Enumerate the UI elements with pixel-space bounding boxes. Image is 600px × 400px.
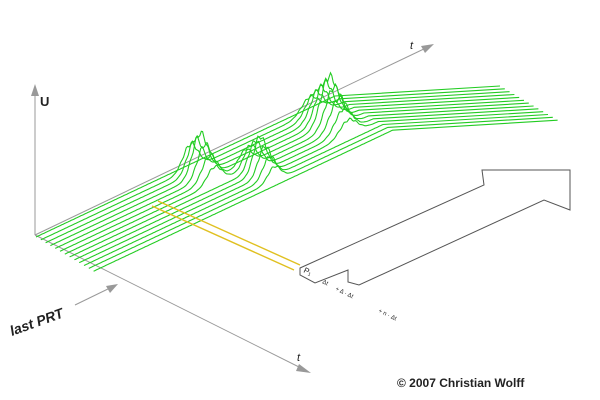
last-prt-arrowhead: [106, 284, 118, 293]
t-top-label: t: [410, 40, 414, 52]
big-arrow-outline: [299, 169, 571, 286]
last-prt-label: last PRT: [8, 304, 67, 339]
t-axis-bottom: [34, 234, 306, 371]
echo-trace-10: [78, 111, 544, 264]
arrow-icon: [299, 169, 571, 286]
copyright: © 2007 Christian Wolff: [397, 376, 525, 390]
arrow-label-1: P₁: [302, 266, 313, 278]
t-axis-bottom-arrowhead: [296, 364, 311, 373]
echo-trace-11: [83, 113, 549, 267]
arrow-label-3: + Δ · Δt: [334, 286, 354, 300]
echo-trace-12: [88, 116, 553, 269]
echo-trace-8: [69, 94, 534, 258]
u-axis-arrowhead: [31, 84, 39, 96]
arrow-label-4: + n · Δt: [377, 308, 397, 322]
echo-traces: [35, 71, 558, 272]
range-line-1: [157, 200, 301, 266]
arrow-label-2: Δt: [321, 279, 329, 287]
range-highlight: [151, 200, 301, 271]
t-axis-top-arrowhead: [421, 44, 434, 53]
echo-trace-6: [59, 71, 525, 252]
last-prt-arrow-line: [74, 286, 113, 306]
range-line-2: [151, 205, 295, 271]
echo-trace-4: [50, 83, 515, 247]
echo-trace-7: [64, 82, 529, 255]
u-axis-label: U: [40, 94, 49, 109]
echo-trace-9: [74, 105, 539, 261]
echo-trace-1: [35, 85, 501, 238]
echo-trace-13: [93, 119, 558, 272]
echo-trace-5: [54, 77, 520, 249]
t-bottom-label: t: [297, 352, 301, 364]
t-axis-top: [34, 46, 429, 236]
